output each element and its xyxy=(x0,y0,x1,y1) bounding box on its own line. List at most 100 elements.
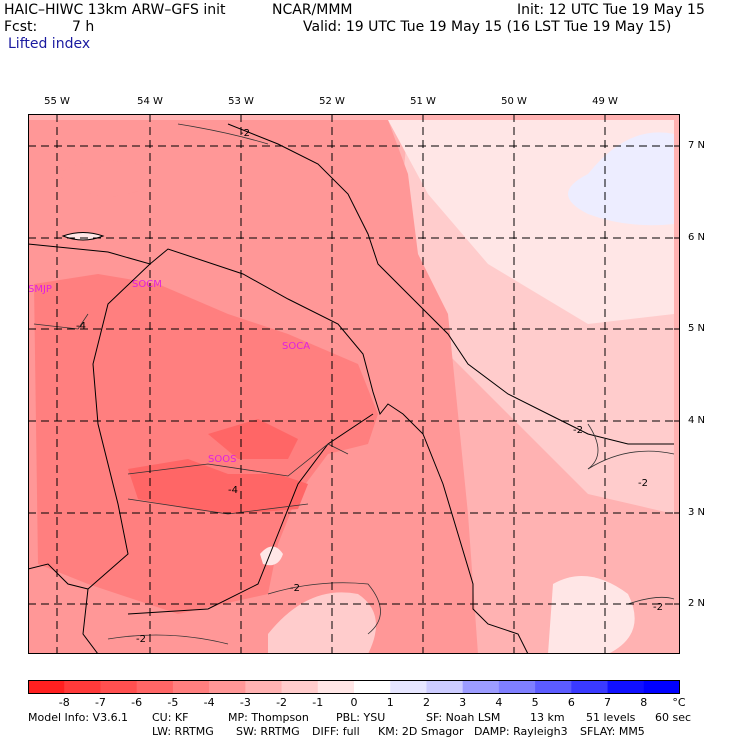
footer-item: KM: 2D Smagor xyxy=(378,725,464,738)
station-label: SOOS xyxy=(208,454,236,465)
organization-label: NCAR/MMM xyxy=(272,2,353,18)
colorbar xyxy=(28,680,680,694)
contour-label: -2 xyxy=(240,128,250,139)
station-label: SOCA xyxy=(282,341,310,352)
contour-line xyxy=(127,443,349,477)
footer-item: CU: KF xyxy=(152,711,189,724)
colorbar-swatch xyxy=(643,680,680,694)
colorbar-swatch xyxy=(281,680,319,694)
colorbar-label: -3 xyxy=(239,696,251,709)
border-line xyxy=(28,563,89,590)
colorbar-label: 3 xyxy=(459,696,467,709)
footer-item: MP: Thompson xyxy=(228,711,309,724)
colorbar-swatch xyxy=(571,680,609,694)
contour-line xyxy=(267,582,381,635)
lat-lon-grid xyxy=(28,114,680,654)
contour-label: -2 xyxy=(638,478,648,489)
colorbar-swatch xyxy=(317,680,355,694)
field-light-patch xyxy=(260,546,283,566)
contour-line xyxy=(127,498,309,515)
contour-label: -2 xyxy=(573,425,583,436)
colorbar-label: 4 xyxy=(495,696,503,709)
footer-item: LW: RRTMG xyxy=(152,725,214,738)
footer-item: DIFF: full xyxy=(312,725,360,738)
lat-label: 4 N xyxy=(688,415,706,426)
contour-line xyxy=(107,634,229,645)
field-light-patch xyxy=(548,576,635,654)
coastline xyxy=(227,123,674,445)
footer-item: SFLAY: MM5 xyxy=(580,725,645,738)
colorbar-label: 1 xyxy=(386,696,394,709)
contour-line xyxy=(627,596,675,605)
colorbar-label: -6 xyxy=(131,696,143,709)
colorbar-label: -2 xyxy=(276,696,288,709)
field-light-patch xyxy=(268,592,376,654)
contour-line xyxy=(587,423,675,470)
contour-label: -4 xyxy=(76,321,86,332)
lon-label: 50 W xyxy=(501,96,527,107)
colorbar-swatch xyxy=(354,680,391,694)
contour-label: -4 xyxy=(228,485,238,496)
colorbar-swatch xyxy=(607,680,645,694)
footer-item: SW: RRTMG xyxy=(236,725,300,738)
border-line xyxy=(28,243,529,654)
lon-label: 49 W xyxy=(592,96,618,107)
field-darkest-region xyxy=(128,459,308,514)
footer-item: 13 km xyxy=(530,711,565,724)
colorbar-swatch xyxy=(245,680,283,694)
colorbar-swatch xyxy=(136,680,174,694)
colorbar-swatch xyxy=(462,680,500,694)
border-line xyxy=(82,263,151,654)
lat-label: 5 N xyxy=(688,323,706,334)
colorbar-label: -1 xyxy=(312,696,324,709)
field-mid-patch xyxy=(58,160,151,197)
station-label: SOCM xyxy=(132,279,162,290)
colorbar-label: -4 xyxy=(203,696,215,709)
forecast-label: Fcst: xyxy=(4,19,38,35)
colorbar-swatch xyxy=(535,680,572,694)
model-title: HAIC–HIWC 13km ARW–GFS init xyxy=(4,2,226,18)
lat-label: 6 N xyxy=(688,232,706,243)
colorbar-unit: °C xyxy=(672,696,686,709)
contour-label: -2 xyxy=(290,583,300,594)
lon-label: 55 W xyxy=(44,96,70,107)
colorbar-label: 7 xyxy=(604,696,612,709)
map-frame xyxy=(28,114,680,654)
lon-label: 54 W xyxy=(137,96,163,107)
lifted-index-map: -2 -4 -4 -2 -2 -2 -2 -2 SMJP SOCM SOCA S… xyxy=(28,114,680,654)
colorbar-swatch xyxy=(100,680,138,694)
colorbar-swatch xyxy=(172,680,210,694)
contour-line xyxy=(33,313,89,330)
footer-item: 51 levels xyxy=(586,711,636,724)
field-positive-region xyxy=(568,132,674,226)
colorbar-swatch xyxy=(64,680,101,694)
lat-label: 7 N xyxy=(688,140,706,151)
footer-item: Model Info: V3.6.1 xyxy=(28,711,129,724)
lat-label: 2 N xyxy=(688,598,706,609)
station-label: SMJP xyxy=(28,284,52,295)
footer-item: PBL: YSU xyxy=(336,711,386,724)
colorbar-swatch xyxy=(498,680,536,694)
footer-item: SF: Noah LSM xyxy=(426,711,501,724)
colorbar-label: -7 xyxy=(94,696,106,709)
colorbar-swatch xyxy=(426,680,464,694)
contour-label: -2 xyxy=(136,634,146,645)
field-dark-region xyxy=(34,274,378,614)
colorbar-swatch xyxy=(209,680,246,694)
valid-time: Valid: 19 UTC Tue 19 May 15 (16 LST Tue … xyxy=(303,19,672,35)
footer-item: DAMP: Rayleigh3 xyxy=(474,725,568,738)
colorbar-label: 8 xyxy=(640,696,648,709)
colorbar-label: 0 xyxy=(350,696,358,709)
forecast-hour: 7 h xyxy=(72,19,95,35)
colorbar-swatch xyxy=(28,680,65,694)
colorbar-label: -8 xyxy=(58,696,70,709)
colorbar-label: -5 xyxy=(167,696,179,709)
colorbar-label: 5 xyxy=(531,696,539,709)
init-time: Init: 12 UTC Tue 19 May 15 xyxy=(517,2,705,18)
field-name: Lifted index xyxy=(8,36,91,52)
field-darkest-region xyxy=(208,419,298,459)
colorbar-label: 2 xyxy=(422,696,430,709)
lon-label: 53 W xyxy=(228,96,254,107)
colorbar-label: 6 xyxy=(567,696,575,709)
lat-label: 3 N xyxy=(688,507,706,518)
